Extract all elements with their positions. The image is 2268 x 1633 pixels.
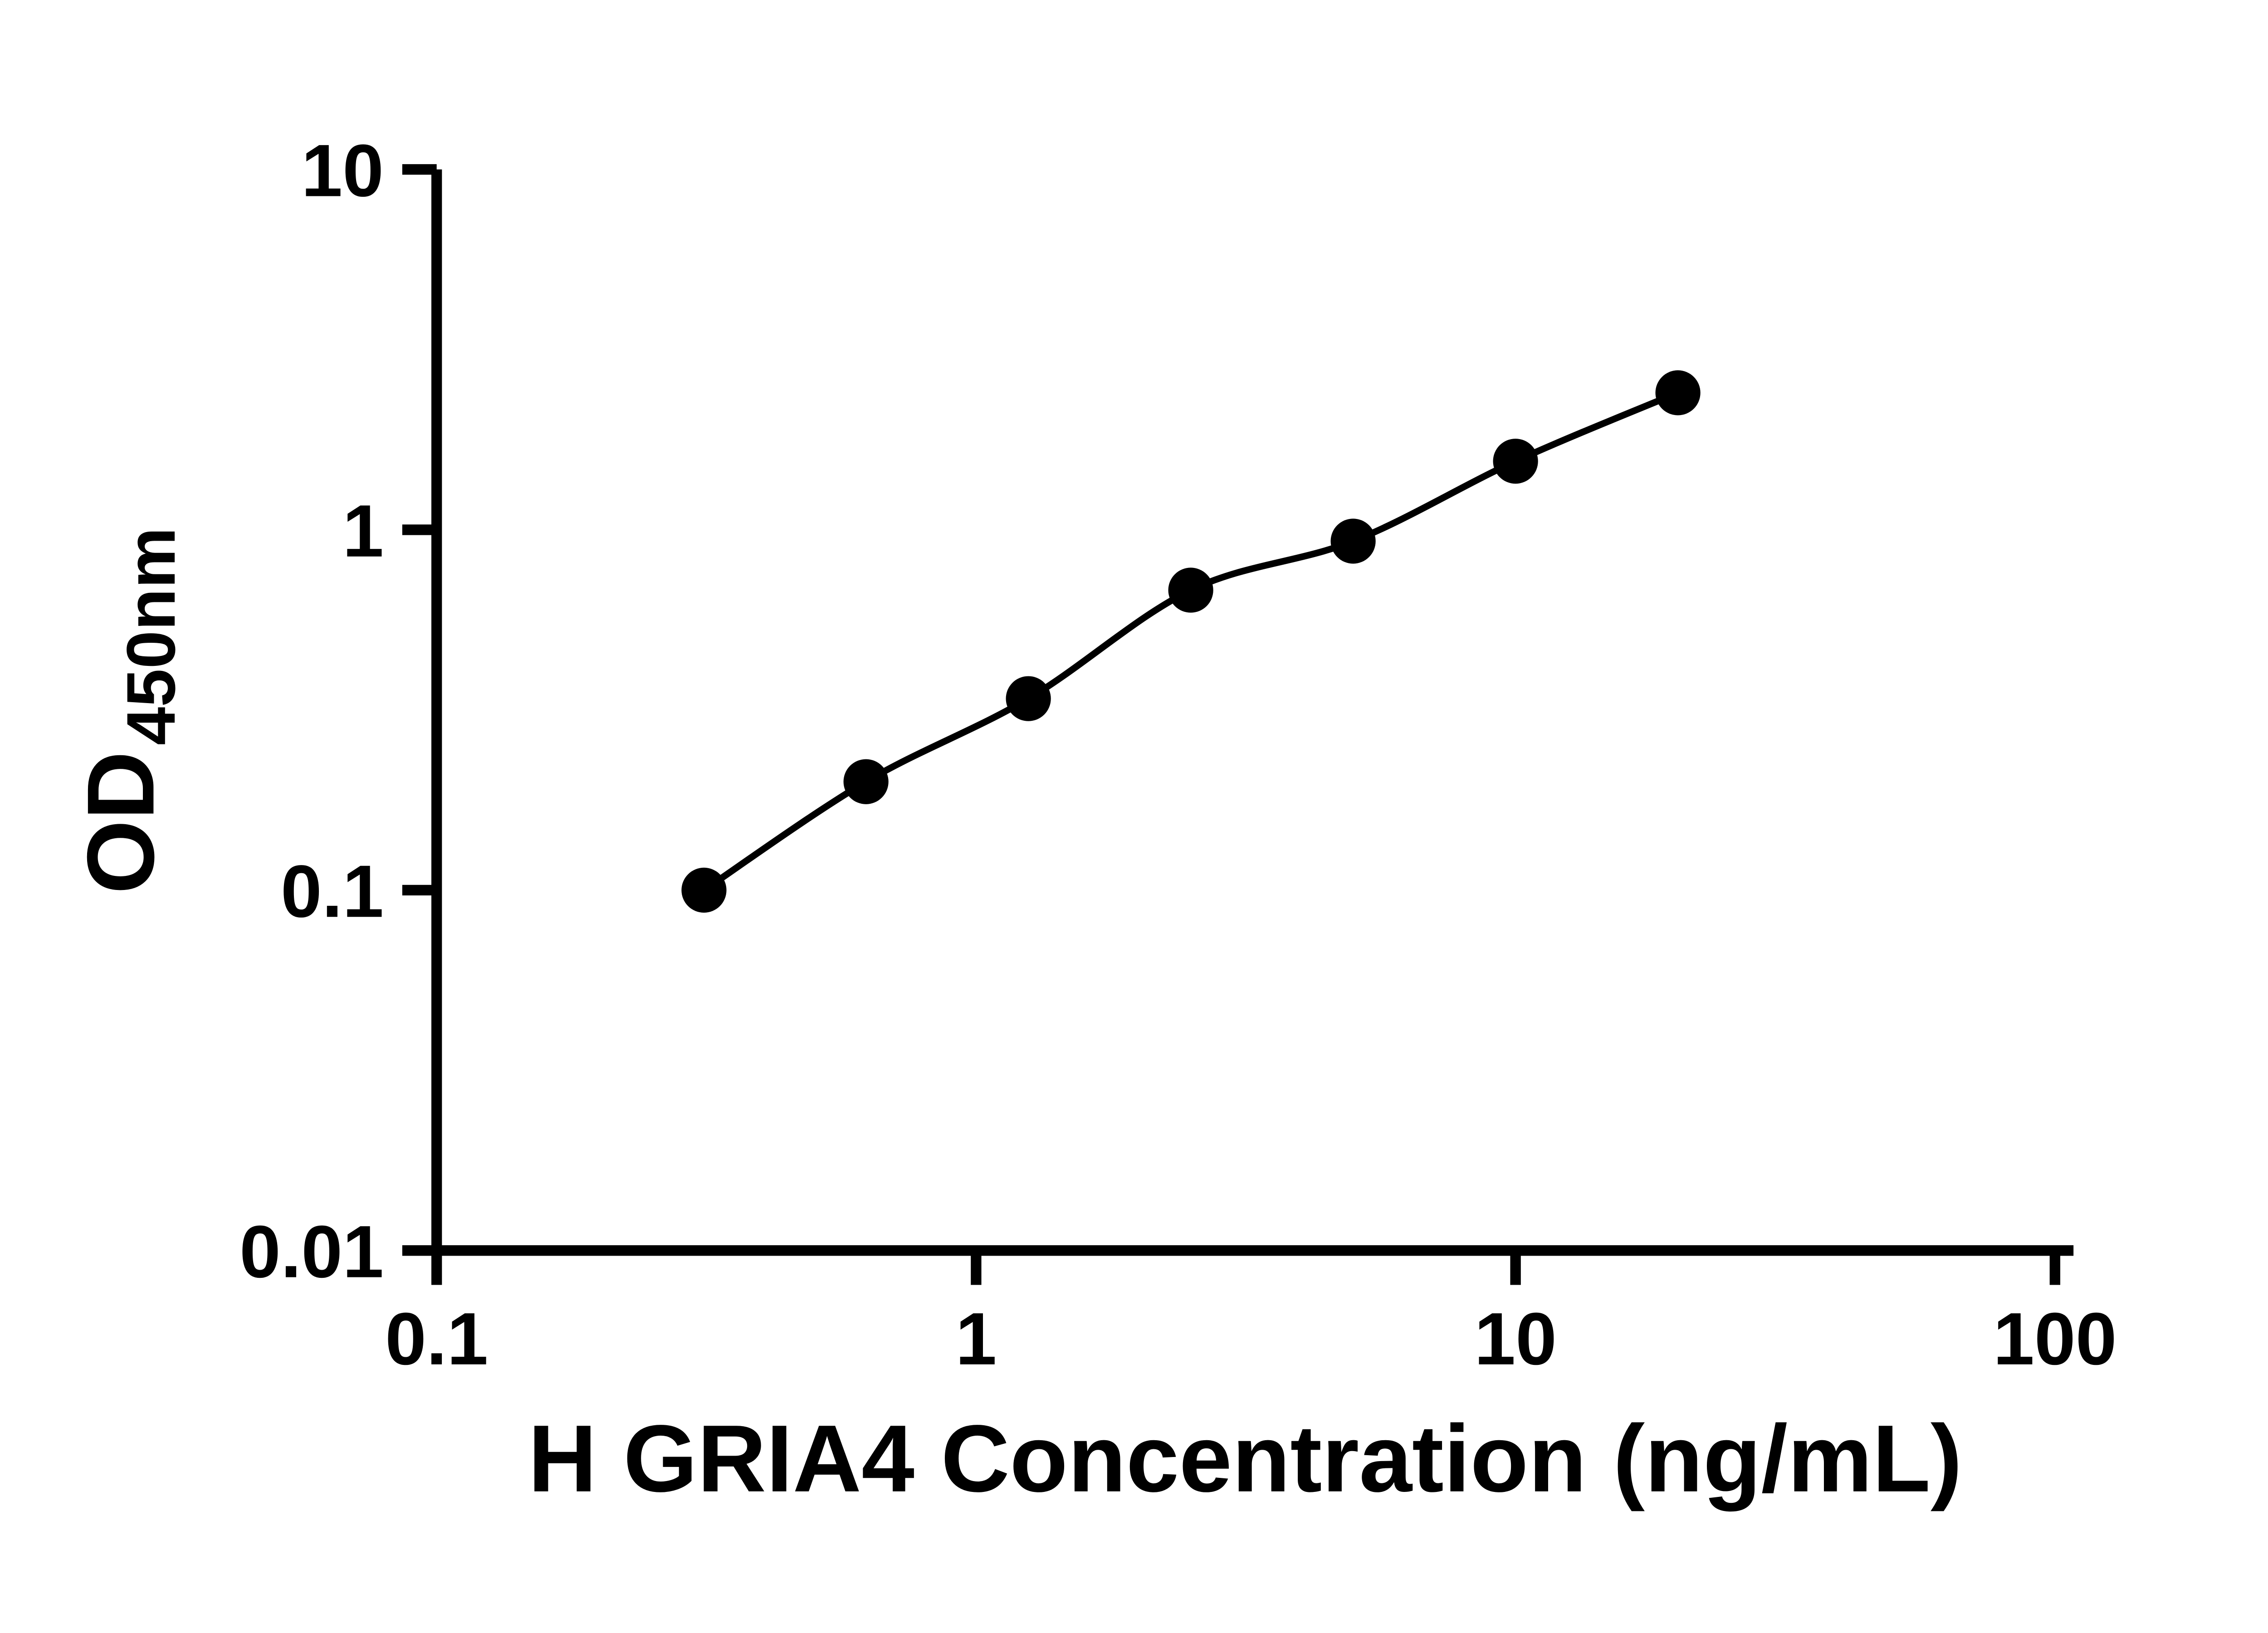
data-point-marker <box>843 759 889 804</box>
data-point-marker <box>1655 370 1701 416</box>
data-layer <box>681 370 1701 913</box>
data-point-marker <box>1493 439 1538 484</box>
x-tick-label: 10 <box>1474 1297 1557 1380</box>
data-point-marker <box>1330 518 1376 564</box>
x-axis-title: H GRIA4 Concentration (ng/mL) <box>528 1405 1962 1512</box>
x-tick-label: 0.1 <box>385 1297 488 1380</box>
x-tick-label: 100 <box>1993 1297 2117 1380</box>
data-point-marker <box>681 867 727 913</box>
y-axis-title: OD 450nm <box>67 527 190 894</box>
y-tick-label: 0.1 <box>281 850 384 933</box>
data-point-marker <box>1168 567 1213 613</box>
x-tick-label: 1 <box>955 1297 997 1380</box>
y-tick-label: 1 <box>342 489 384 572</box>
y-axis-title-main: OD <box>67 751 174 894</box>
y-tick-label: 0.01 <box>240 1210 384 1293</box>
y-axis-title-subscript: 450nm <box>113 527 190 745</box>
y-tick-label: 10 <box>301 129 384 212</box>
data-point-marker <box>1006 676 1051 721</box>
